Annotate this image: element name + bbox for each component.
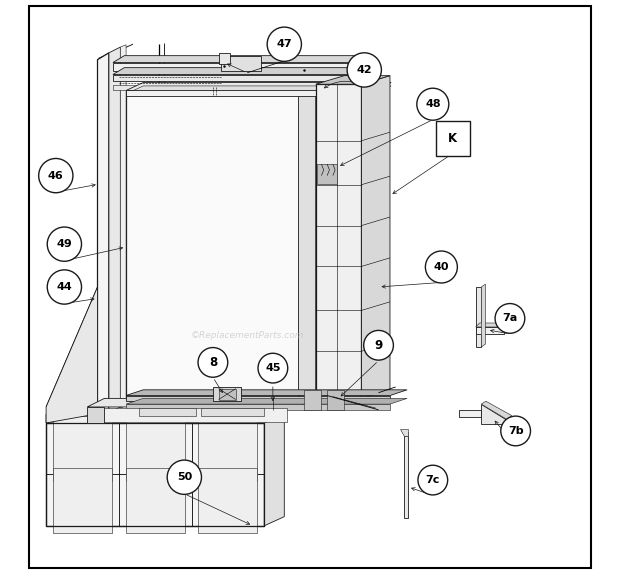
Polygon shape [459,410,481,417]
Polygon shape [113,56,373,63]
Polygon shape [46,423,264,526]
Polygon shape [99,408,287,422]
Polygon shape [401,429,408,436]
Polygon shape [87,407,104,423]
Text: K: K [448,132,458,145]
Polygon shape [126,91,374,96]
Polygon shape [221,56,262,71]
Text: 45: 45 [265,363,281,373]
Circle shape [47,270,81,304]
Polygon shape [299,84,316,401]
Polygon shape [317,164,337,184]
Polygon shape [316,84,361,398]
Polygon shape [87,398,316,407]
Polygon shape [53,416,112,481]
Polygon shape [120,45,126,408]
Polygon shape [264,414,285,526]
Polygon shape [109,47,120,413]
Text: ©ReplacementParts.com: ©ReplacementParts.com [190,331,304,340]
Polygon shape [126,467,185,533]
Polygon shape [404,436,408,518]
Text: 7a: 7a [502,313,518,323]
Text: 49: 49 [56,239,73,249]
Polygon shape [327,390,344,410]
Circle shape [38,158,73,193]
Polygon shape [316,76,390,84]
Polygon shape [126,416,185,481]
Circle shape [417,88,449,120]
Polygon shape [126,86,391,94]
Circle shape [267,27,301,61]
Polygon shape [404,432,408,436]
Polygon shape [46,405,66,423]
Circle shape [425,251,458,283]
Text: 46: 46 [48,170,64,181]
Polygon shape [361,76,390,398]
Circle shape [167,460,202,494]
Text: 48: 48 [425,99,441,109]
Polygon shape [126,85,316,93]
Text: 42: 42 [356,65,372,75]
Polygon shape [126,390,407,395]
Polygon shape [219,53,230,64]
Polygon shape [126,398,407,404]
Circle shape [47,227,81,261]
Polygon shape [304,390,321,410]
Polygon shape [139,408,196,416]
Polygon shape [53,467,112,533]
Text: 50: 50 [177,472,192,482]
Circle shape [347,53,381,87]
Polygon shape [481,401,511,420]
Polygon shape [481,284,485,347]
Polygon shape [113,68,373,75]
Polygon shape [126,83,391,91]
Circle shape [198,347,228,377]
Polygon shape [213,387,241,401]
Text: 8: 8 [209,356,217,369]
Polygon shape [113,85,361,90]
Text: 40: 40 [433,262,449,272]
Circle shape [258,353,288,383]
Polygon shape [202,408,264,416]
Polygon shape [126,404,390,410]
Text: 44: 44 [56,282,73,292]
Text: 9: 9 [374,339,383,352]
Polygon shape [97,53,109,418]
Polygon shape [113,75,361,82]
Polygon shape [481,404,507,424]
Polygon shape [476,287,481,347]
Polygon shape [46,414,285,423]
Polygon shape [126,395,390,401]
Polygon shape [126,93,299,401]
Polygon shape [476,327,504,334]
Polygon shape [113,63,361,71]
FancyBboxPatch shape [436,122,470,156]
Circle shape [495,304,525,333]
Circle shape [418,465,448,495]
Text: 7c: 7c [425,475,440,485]
Polygon shape [198,467,257,533]
Polygon shape [198,416,257,481]
Circle shape [364,331,394,360]
Text: 7b: 7b [508,426,523,436]
Polygon shape [219,389,236,400]
Circle shape [501,416,531,446]
Polygon shape [46,287,97,423]
Polygon shape [476,323,508,327]
Text: 47: 47 [277,39,292,49]
